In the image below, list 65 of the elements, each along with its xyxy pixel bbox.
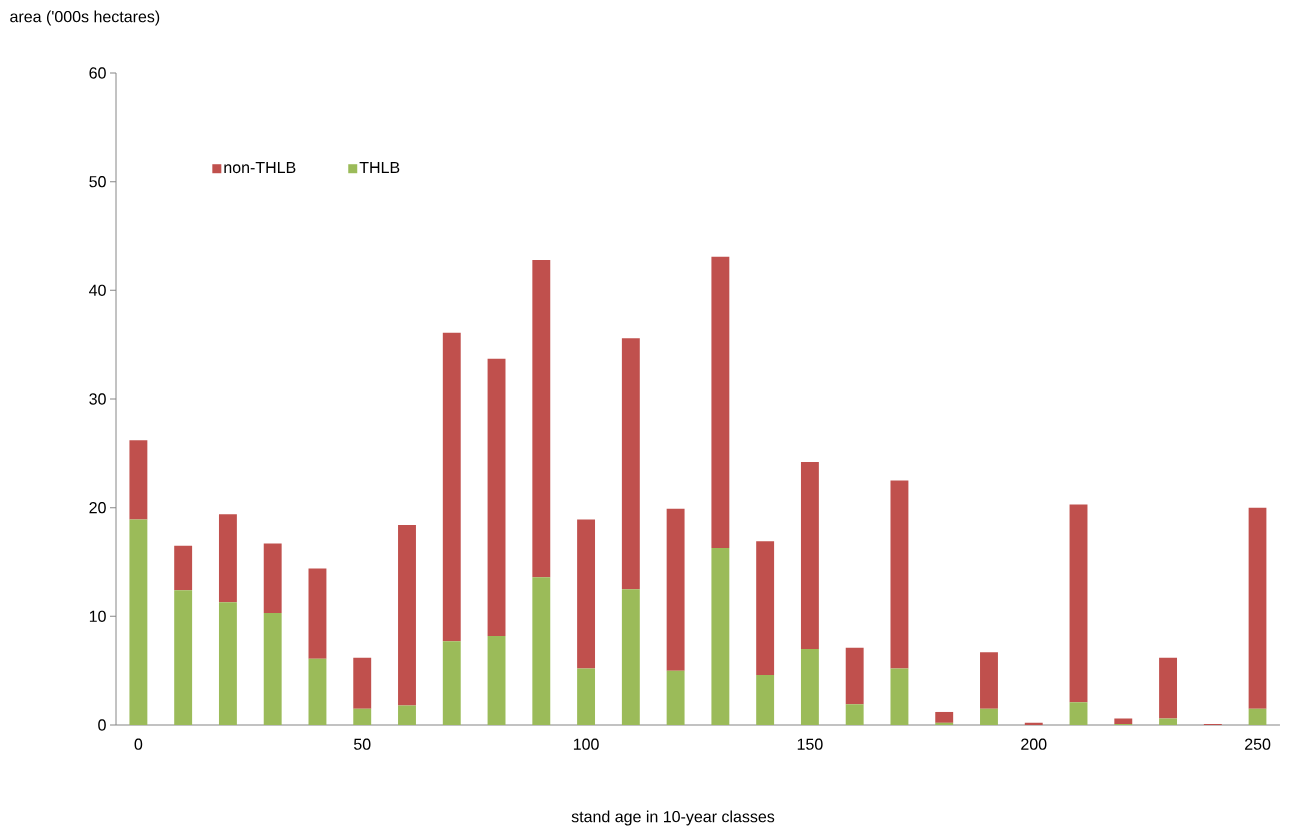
bar <box>621 589 640 725</box>
bar <box>1159 657 1178 719</box>
x-tick-label: 150 <box>797 738 823 750</box>
bar <box>487 358 506 636</box>
bar <box>666 508 685 671</box>
bar <box>1069 504 1088 703</box>
bar <box>129 440 148 520</box>
y-tick-label: 40 <box>89 284 106 296</box>
bar <box>218 514 237 603</box>
bar <box>756 675 775 725</box>
bar <box>353 708 372 725</box>
bar <box>890 480 909 669</box>
y-axis-title: area ('000s hectares) <box>10 10 160 26</box>
x-tick-label: 0 <box>134 738 143 750</box>
bar <box>218 602 237 725</box>
bar <box>800 462 819 649</box>
bar <box>174 545 193 591</box>
bar <box>308 658 327 725</box>
bar <box>398 705 416 725</box>
bar <box>308 568 327 659</box>
bar <box>1159 718 1178 725</box>
bar <box>442 641 461 725</box>
x-axis-title: stand age in 10-year classes <box>571 810 775 826</box>
bar <box>666 670 685 725</box>
bar <box>1248 708 1267 725</box>
x-tick-label: 200 <box>1021 738 1047 750</box>
bar <box>935 722 954 725</box>
bar <box>980 708 998 725</box>
bar <box>532 259 551 578</box>
y-tick-label: 20 <box>89 502 106 514</box>
bar <box>487 635 506 725</box>
bar <box>353 657 372 709</box>
bar <box>174 590 193 725</box>
legend-label: non-THLB <box>224 161 296 174</box>
y-tick-label: 10 <box>89 610 106 622</box>
bar <box>756 541 775 676</box>
bar <box>845 647 864 705</box>
bar <box>935 711 954 723</box>
bar <box>980 652 998 709</box>
y-tick-label: 60 <box>89 67 106 79</box>
bar <box>845 704 864 725</box>
bar <box>577 519 596 669</box>
bar <box>129 519 148 725</box>
bar <box>711 547 730 725</box>
bar <box>577 668 596 725</box>
y-tick-label: 50 <box>89 176 106 188</box>
bar <box>1024 722 1043 725</box>
bar <box>711 256 730 548</box>
bar <box>621 338 640 590</box>
bar <box>442 332 461 642</box>
x-tick-label: 50 <box>353 738 371 750</box>
y-tick-label: 0 <box>98 719 106 731</box>
bar <box>1069 702 1088 725</box>
bar <box>890 668 909 725</box>
bar <box>398 525 416 706</box>
bar <box>263 543 282 614</box>
bar <box>800 648 819 725</box>
legend-label: THLB <box>359 161 400 173</box>
bar <box>263 613 282 725</box>
y-tick-label: 30 <box>89 393 106 405</box>
x-tick-label: 250 <box>1245 738 1271 750</box>
bar <box>1114 718 1133 724</box>
bar <box>532 577 551 725</box>
bar <box>1248 507 1267 709</box>
x-tick-label: 100 <box>573 738 599 750</box>
